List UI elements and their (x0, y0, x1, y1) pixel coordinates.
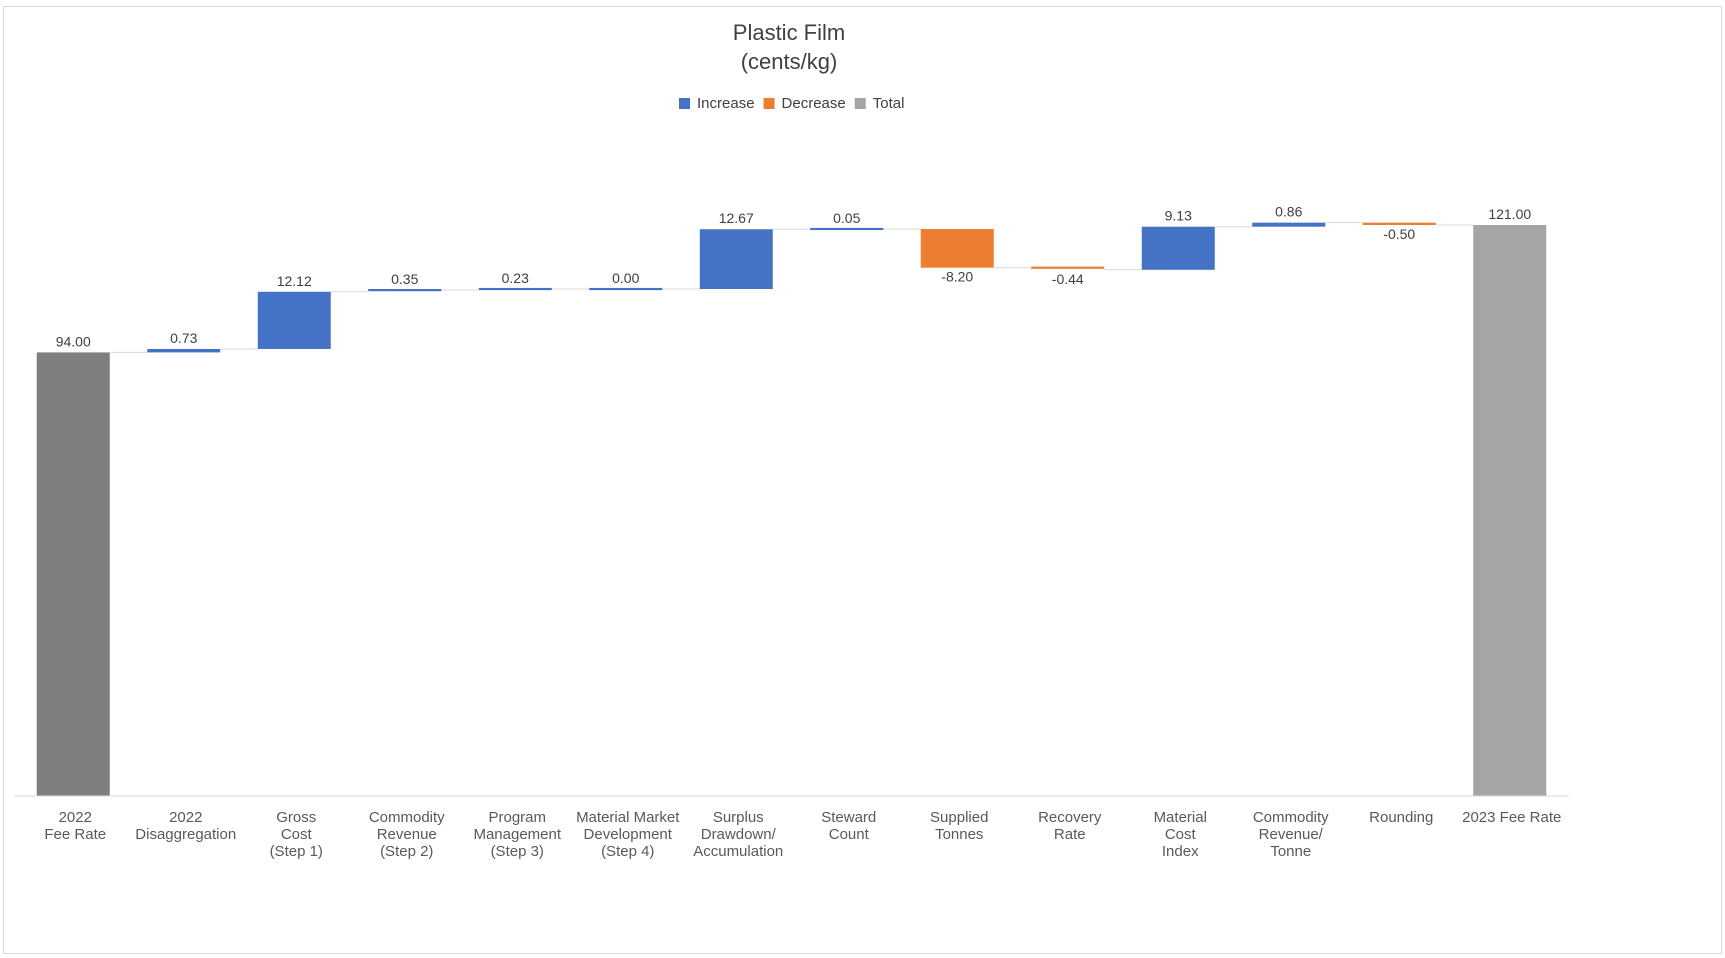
value-label-6: 0.00 (612, 270, 639, 286)
bar-10 (1031, 266, 1105, 269)
category-label-line: Rounding (1369, 809, 1433, 826)
category-label-6: Material Market Development (Step 4) (576, 809, 680, 860)
category-label-line: Fee Rate (44, 826, 106, 843)
bar-12 (1252, 222, 1326, 227)
category-label-7: Surplus Drawdown/Accumulation (693, 809, 783, 860)
category-label-10: Recovery Rate (1038, 809, 1102, 843)
bar-7 (699, 229, 773, 290)
category-label-1: 2022 Fee Rate (44, 809, 106, 843)
category-label-line: Tonne (1270, 843, 1311, 860)
value-labels: 94.00 0.73 12.12 0.35 0.23 0.00 12.67 0.05 -8.20… (56, 204, 1532, 350)
category-label-line: Cost (281, 826, 313, 843)
value-label-1: 94.00 (56, 333, 91, 349)
category-label-line: 2022 (169, 809, 202, 826)
category-label-line: Revenue (377, 826, 437, 843)
category-label-11: Material Cost Index (1154, 809, 1207, 860)
category-label-line: Tonnes (935, 826, 983, 843)
category-label-line: Gross (276, 809, 316, 826)
bar-2 (147, 348, 221, 353)
category-label-line: Commodity (1253, 809, 1329, 826)
category-label-line: (Step 1) (270, 843, 323, 860)
category-label-line: Program (488, 809, 546, 826)
waterfall-chart: Plastic Film (cents/kg) Increase Decrease T… (14, 20, 1569, 860)
chart-frame: Plastic Film (cents/kg) Increase Decrease T… (3, 6, 1722, 954)
title-line-units: (cents/kg) (741, 49, 838, 74)
category-label-line: Management (473, 826, 561, 843)
category-label-8: Steward Count (821, 809, 876, 843)
category-label-line: Recovery (1038, 809, 1102, 826)
category-label-line: Commodity (369, 809, 445, 826)
category-label-line: Supplied (930, 809, 988, 826)
category-label-2: 2022 Disaggregation (135, 809, 236, 843)
bar-9 (920, 229, 994, 268)
value-label-3: 12.12 (277, 273, 312, 289)
category-label-line: Revenue/ (1259, 826, 1324, 843)
value-label-10: -0.44 (1052, 271, 1084, 287)
category-label-line: 2022 (59, 809, 92, 826)
legend-label-increase: Increase (697, 95, 755, 112)
chart-legend: Increase Decrease Total (679, 95, 904, 112)
value-label-2: 0.73 (170, 330, 197, 346)
category-label-line: Accumulation (693, 843, 783, 860)
category-label-12: Commodity Revenue/Tonne (1253, 809, 1329, 860)
category-label-line: Rate (1054, 826, 1086, 843)
legend-swatch-increase (679, 98, 690, 109)
category-label-line: 2023 Fee Rate (1462, 809, 1561, 826)
bar-14 (1473, 225, 1547, 796)
category-label-line: Count (829, 826, 870, 843)
bars (36, 222, 1547, 796)
category-label-4: Commodity Revenue (Step 2) (369, 809, 445, 860)
category-label-line: Cost (1165, 826, 1197, 843)
title-line-main: Plastic Film (733, 20, 845, 45)
bar-5 (478, 287, 552, 291)
legend-label-decrease: Decrease (782, 95, 846, 112)
category-label-line: Disaggregation (135, 826, 236, 843)
category-label-line: Index (1162, 843, 1199, 860)
value-label-14: 121.00 (1488, 206, 1531, 222)
category-label-line: Steward (821, 809, 876, 826)
value-label-9: -8.20 (941, 269, 973, 285)
category-label-line: Material Market (576, 809, 680, 826)
category-label-line: Surplus (713, 809, 764, 826)
value-label-11: 9.13 (1165, 208, 1192, 224)
bar-8 (810, 227, 884, 231)
connector-lines (109, 222, 1474, 353)
chart-title: Plastic Film (cents/kg) (733, 20, 845, 74)
bar-1 (36, 352, 110, 796)
value-label-4: 0.35 (391, 271, 418, 287)
bar-13 (1362, 222, 1436, 225)
bar-4 (368, 289, 442, 292)
category-label-13: Rounding (1369, 809, 1433, 826)
bar-3 (257, 291, 331, 349)
category-label-line: (Step 3) (491, 843, 544, 860)
category-label-14: 2023 Fee Rate (1462, 809, 1561, 826)
value-label-12: 0.86 (1275, 204, 1302, 220)
value-label-5: 0.23 (502, 270, 529, 286)
category-label-3: Gross Cost (Step 1) (270, 809, 323, 860)
legend-swatch-total (854, 98, 866, 109)
category-label-line: Development (584, 826, 673, 843)
category-label-line: Drawdown/ (701, 826, 777, 843)
value-label-13: -0.50 (1383, 226, 1415, 242)
value-label-8: 0.05 (833, 210, 860, 226)
bar-6 (589, 287, 663, 291)
value-label-7: 12.67 (719, 210, 754, 226)
category-label-line: (Step 4) (601, 843, 654, 860)
category-label-line: Material (1154, 809, 1207, 826)
bar-11 (1141, 226, 1215, 270)
category-label-line: (Step 2) (380, 843, 433, 860)
category-label-5: Program Management (Step 3) (473, 809, 561, 860)
category-label-9: Supplied Tonnes (930, 809, 988, 843)
legend-swatch-decrease (763, 98, 775, 109)
legend-label-total: Total (873, 95, 905, 112)
